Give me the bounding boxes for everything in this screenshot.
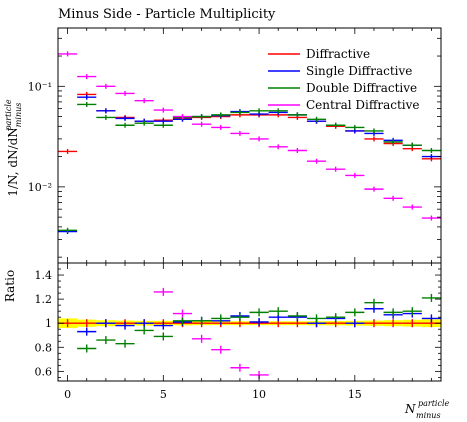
y-axis-label-main: 1/N, dN/dN <box>6 127 20 196</box>
y-tick-label: 10⁻¹ <box>28 80 52 93</box>
x-tick-label: 10 <box>252 388 266 401</box>
ratio-y-tick-label: 0.8 <box>35 341 53 354</box>
legend: Diffractive Single Diffractive Double Diff… <box>268 47 420 112</box>
ratio-y-tick-label: 1.4 <box>35 269 53 282</box>
ratio-plot-frame <box>57 262 442 382</box>
x-tick-label: 5 <box>160 388 167 401</box>
ratio-plot-marks <box>58 287 441 379</box>
ratio-axis-ticks: 0 5 10 15 0.6 0.8 1 1.2 1.4 <box>35 263 441 401</box>
ratio-y-tick-label: 1 <box>45 317 52 330</box>
svg-text:1/N, dN/dNminusparticle: 1/N, dN/dNminusparticle <box>4 99 23 197</box>
y-tick-label: 10⁻² <box>28 181 52 194</box>
x-axis-label-sub: minus <box>416 411 441 420</box>
ratio-y-tick-label: 1.2 <box>35 293 53 306</box>
ratio-y-tick-label: 0.6 <box>35 365 53 378</box>
y-axis-label-sup: particle <box>4 99 13 131</box>
ratio-axis-label: Ratio <box>3 270 17 302</box>
main-panel: 10⁻¹ 10⁻² <box>28 27 442 264</box>
legend-label-central-diffractive: Central Diffractive <box>306 98 420 112</box>
legend-label-double-diffractive: Double Diffractive <box>306 81 417 95</box>
x-axis-label-main: N <box>404 402 416 416</box>
x-tick-label: 0 <box>64 388 71 401</box>
legend-label-diffractive: Diffractive <box>306 47 370 61</box>
y-axis-label-sub: minus <box>14 103 23 128</box>
x-tick-label: 15 <box>348 388 362 401</box>
main-plot-marks <box>58 51 441 234</box>
legend-label-single-diffractive: Single Diffractive <box>306 64 412 78</box>
chart-title: Minus Side - Particle Multiplicity <box>58 7 276 22</box>
x-axis-label-sup: particle <box>418 399 450 408</box>
y-axis-label: 1/N, dN/dNminusparticle <box>4 99 23 197</box>
ratio-panel: 0 5 10 15 0.6 0.8 1 1.2 1.4 <box>35 262 442 401</box>
x-axis-label: N particle minus <box>404 399 450 420</box>
